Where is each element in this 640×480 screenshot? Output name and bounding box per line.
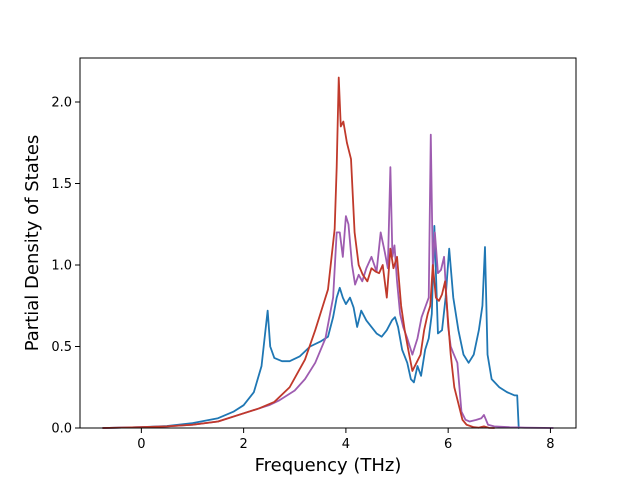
plot-background xyxy=(80,58,576,428)
x-tick-label: 6 xyxy=(444,437,452,452)
x-tick-label: 2 xyxy=(239,437,247,452)
series-line-3 xyxy=(102,76,496,429)
plot-frame xyxy=(79,57,577,429)
series-line-2 xyxy=(102,133,554,429)
x-axis-ticks: 0 2 4 6 8 xyxy=(137,428,555,452)
y-axis-ticks: 0.0 0.5 1.0 1.5 2.0 xyxy=(51,96,80,437)
series-line-1 xyxy=(102,224,520,429)
series-layer xyxy=(102,76,554,429)
y-tick-label: 0.5 xyxy=(51,340,72,355)
x-tick-label: 8 xyxy=(546,437,554,452)
y-tick-label: 1.0 xyxy=(51,259,72,274)
y-tick-label: 0.0 xyxy=(51,422,72,437)
y-axis-label: Partial Density of States xyxy=(22,135,43,352)
x-tick-label: 0 xyxy=(137,437,145,452)
x-tick-label: 4 xyxy=(342,437,350,452)
x-axis-label: Frequency (THz) xyxy=(255,455,402,476)
y-tick-label: 1.5 xyxy=(51,177,72,192)
y-tick-label: 2.0 xyxy=(51,96,72,111)
